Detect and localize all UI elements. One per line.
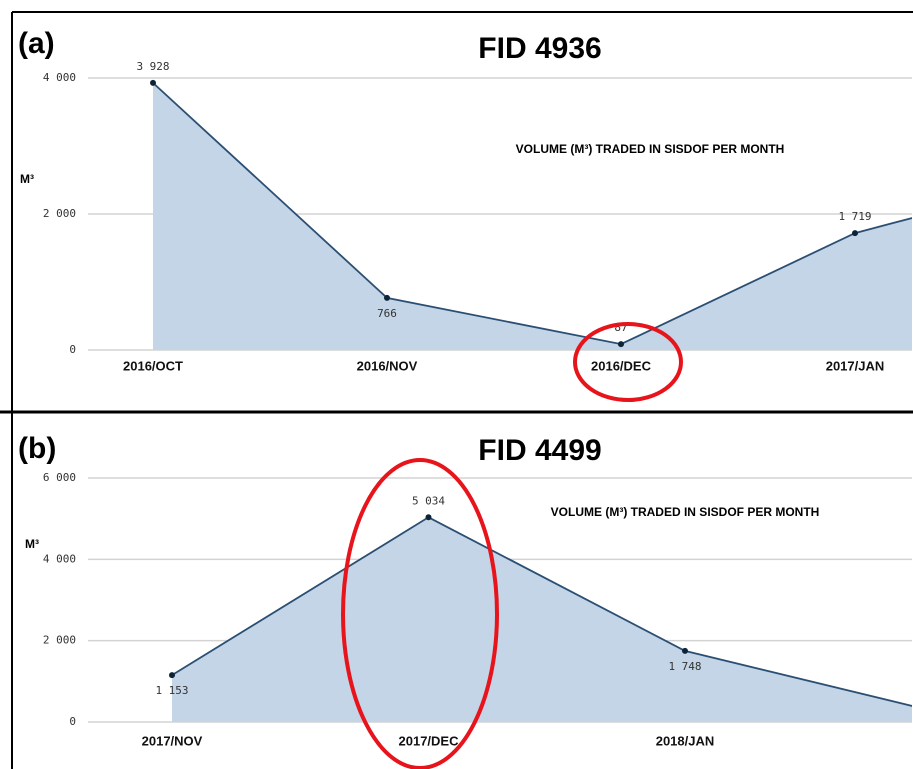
x-tick-label: 2017/NOV	[142, 733, 203, 748]
data-label: 3 928	[136, 60, 169, 73]
panel-a: (a) FID 4936 VOLUME (M³) TRADED IN SISDOF …	[18, 27, 912, 373]
y-tick-label: 2 000	[43, 634, 76, 647]
y-tick-label: 6 000	[43, 471, 76, 484]
data-label: 1 748	[668, 660, 701, 673]
point	[150, 79, 156, 86]
x-tick-label: 2016/DEC	[591, 358, 652, 373]
y-tick-label: 0	[69, 343, 76, 356]
chart-title: FID 4936	[478, 32, 601, 65]
point	[618, 341, 624, 348]
data-label: 1 719	[838, 210, 871, 223]
y-tick-label: 4 000	[43, 71, 76, 84]
point	[682, 647, 688, 654]
area	[172, 517, 912, 722]
point	[169, 672, 175, 679]
x-tick-label: 2017/JAN	[826, 358, 885, 373]
y-axis-label: M³	[25, 537, 39, 551]
chart-title: FID 4499	[478, 434, 601, 467]
y-tick-label: 4 000	[43, 552, 76, 565]
point	[852, 230, 858, 237]
panel-label: (a)	[18, 27, 55, 60]
frame	[0, 11, 913, 769]
x-tick-label: 2016/OCT	[123, 358, 183, 373]
y-axis-label: M³	[20, 172, 34, 186]
annotations	[341, 322, 683, 769]
point	[425, 514, 432, 521]
data-label: 5 034	[412, 494, 445, 507]
subtitle: VOLUME (M³) TRADED IN SISDOF PER MONTH	[516, 142, 785, 156]
x-tick-label: 2016/NOV	[357, 358, 418, 373]
data-label: 766	[377, 307, 397, 320]
x-tick-label: 2017/DEC	[399, 733, 460, 748]
y-tick-label: 0	[69, 715, 76, 728]
line	[171, 516, 912, 707]
panel-label: (b)	[18, 432, 56, 465]
data-label: 1 153	[155, 684, 188, 697]
x-tick-label: 2018/JAN	[656, 733, 715, 748]
point	[384, 294, 390, 301]
subtitle: VOLUME (M³) TRADED IN SISDOF PER MONTH	[551, 505, 820, 519]
y-tick-label: 2 000	[43, 207, 76, 220]
panel-b: (b) FID 4499 VOLUME (M³) TRADED IN SISDOF …	[18, 432, 912, 748]
area	[153, 82, 912, 350]
